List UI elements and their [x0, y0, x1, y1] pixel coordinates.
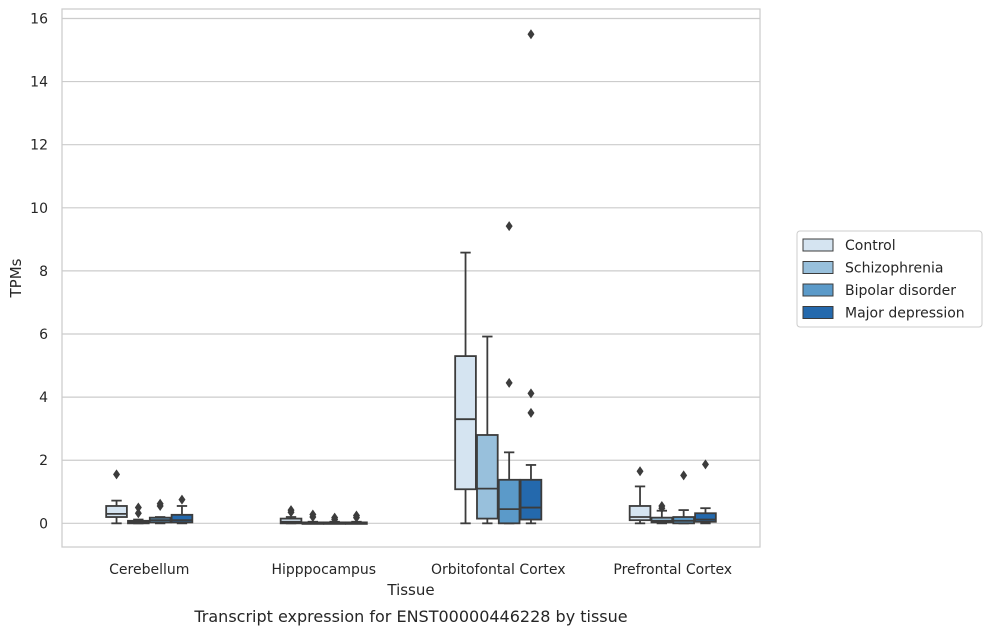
outlier-point [287, 505, 295, 516]
box-body [497, 478, 521, 525]
outlier-point [527, 407, 535, 418]
grid-lines [62, 17, 760, 524]
y-tick-labels: 0 2 4 6 8 10 12 14 16 [30, 11, 48, 532]
y-tick-label: 0 [39, 516, 48, 532]
box-major-depression [694, 459, 717, 525]
box-body [454, 355, 477, 491]
outlier-point [178, 494, 186, 505]
y-tick-label: 10 [30, 201, 48, 217]
chart-title: Transcript expression for ENST0000044622… [193, 607, 627, 626]
y-tick-label: 6 [39, 327, 48, 343]
outlier-point [505, 221, 513, 232]
box-major-depression [519, 29, 543, 525]
outlier-point [527, 388, 535, 399]
plot-area [62, 9, 760, 547]
box-control [454, 251, 477, 525]
outlier-point [658, 500, 666, 511]
plot-frame [61, 8, 761, 548]
box-bipolar-disorder [148, 498, 172, 525]
box-bipolar-disorder [672, 470, 695, 525]
box-body [170, 513, 194, 524]
box-bipolar-disorder [497, 221, 521, 525]
outlier-point [134, 502, 142, 513]
box-schizophrenia [127, 502, 150, 525]
box-control [279, 505, 303, 525]
legend: Control Schizophrenia Bipolar disorder Majo… [796, 230, 983, 328]
outlier-point [505, 377, 513, 388]
box-body [694, 512, 717, 523]
y-tick-label: 16 [30, 11, 48, 27]
outlier-point [113, 469, 121, 480]
x-tick-label: Prefrontal Cortex [613, 562, 732, 578]
y-tick-label: 8 [39, 264, 48, 280]
x-tick-label: Cerebellum [109, 562, 189, 578]
outlier-point [352, 510, 360, 521]
y-tick-label: 12 [30, 138, 48, 154]
legend-label: Control [845, 238, 896, 254]
box-schizophrenia [476, 335, 499, 525]
legend-swatch [802, 283, 834, 297]
outlier-point [527, 29, 535, 40]
box-schizophrenia [650, 500, 674, 525]
box-bipolar-disorder [323, 512, 346, 525]
box-body [519, 478, 543, 521]
box-major-depression [170, 494, 194, 525]
outlier-point [156, 498, 164, 509]
legend-label: Major depression [845, 306, 965, 322]
outlier-point [134, 508, 142, 519]
x-tick-labels: Cerebellum Hipppocampus Orbitofontal Corte… [109, 562, 732, 578]
x-tick-label: Hipppocampus [271, 562, 376, 578]
outlier-point [309, 509, 317, 520]
box-body [476, 434, 499, 520]
y-tick-label: 4 [39, 390, 48, 406]
box-body [628, 505, 652, 522]
box-series [105, 29, 717, 525]
box-schizophrenia [301, 509, 325, 525]
box-control [105, 469, 128, 525]
outlier-point [331, 512, 339, 523]
box-body [105, 505, 128, 518]
y-tick-label: 2 [39, 453, 48, 469]
outlier-point [636, 466, 644, 477]
legend-swatch [802, 238, 834, 252]
box-control [628, 466, 652, 525]
y-axis-label: TPMs [7, 258, 25, 298]
y-tick-label: 14 [30, 75, 48, 91]
outlier-point [701, 459, 709, 470]
legend-swatch [802, 261, 834, 274]
outlier-point [680, 470, 688, 481]
box-major-depression [345, 510, 368, 525]
x-tick-label: Orbitofontal Cortex [431, 562, 566, 578]
legend-label: Schizophrenia [845, 261, 943, 277]
legend-label: Bipolar disorder [845, 283, 956, 299]
x-axis-label: Tissue [386, 581, 434, 599]
legend-frame [796, 230, 983, 328]
legend-swatch [802, 306, 834, 319]
